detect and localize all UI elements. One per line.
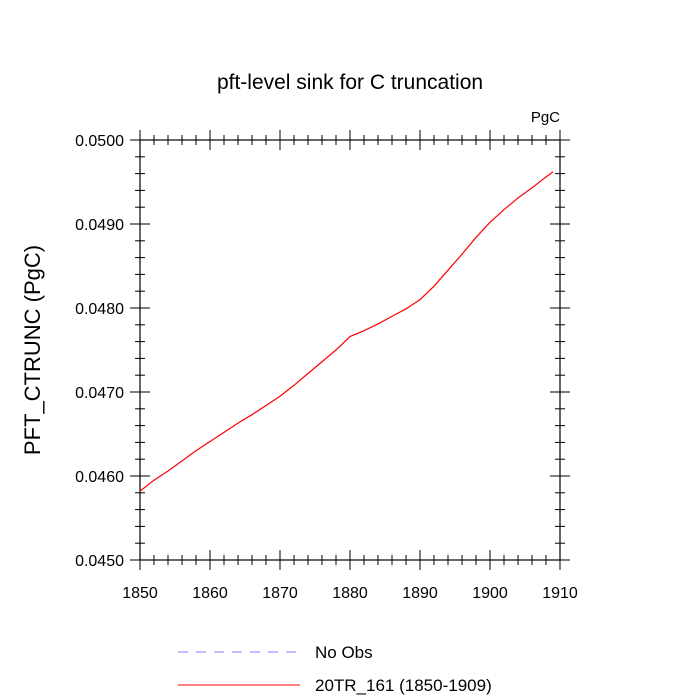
x-tick-label: 1890 [402,585,438,602]
y-tick-label: 0.0470 [75,385,124,402]
y-axis-label: PFT_CTRUNC (PgC) [20,245,45,455]
y-tick-label: 0.0490 [75,217,124,234]
plot-frame [139,139,561,561]
y-tick-label: 0.0500 [75,133,124,150]
x-tick-label: 1860 [192,585,228,602]
units-label: PgC [531,109,560,126]
y-tick-label: 0.0480 [75,301,124,318]
axis-ticks [130,130,570,570]
x-tick-label: 1850 [122,585,158,602]
series-group [139,171,554,492]
y-tick-labels: 0.0450 0.0460 0.0470 0.0480 0.0490 0.0500 [75,133,124,570]
x-tick-label: 1910 [542,585,578,602]
y-tick-label: 0.0460 [75,469,124,486]
x-tick-label: 1900 [472,585,508,602]
chart-title: pft-level sink for C truncation [217,71,483,94]
x-tick-labels: 1850 1860 1870 1880 1890 1900 1910 [122,585,578,602]
x-tick-label: 1870 [262,585,298,602]
series-line [139,171,554,492]
legend-label: No Obs [315,643,373,662]
legend: No Obs 20TR_161 (1850-1909) [178,643,492,695]
y-tick-label: 0.0450 [75,553,124,570]
x-tick-label: 1880 [332,585,368,602]
legend-label: 20TR_161 (1850-1909) [315,676,492,695]
